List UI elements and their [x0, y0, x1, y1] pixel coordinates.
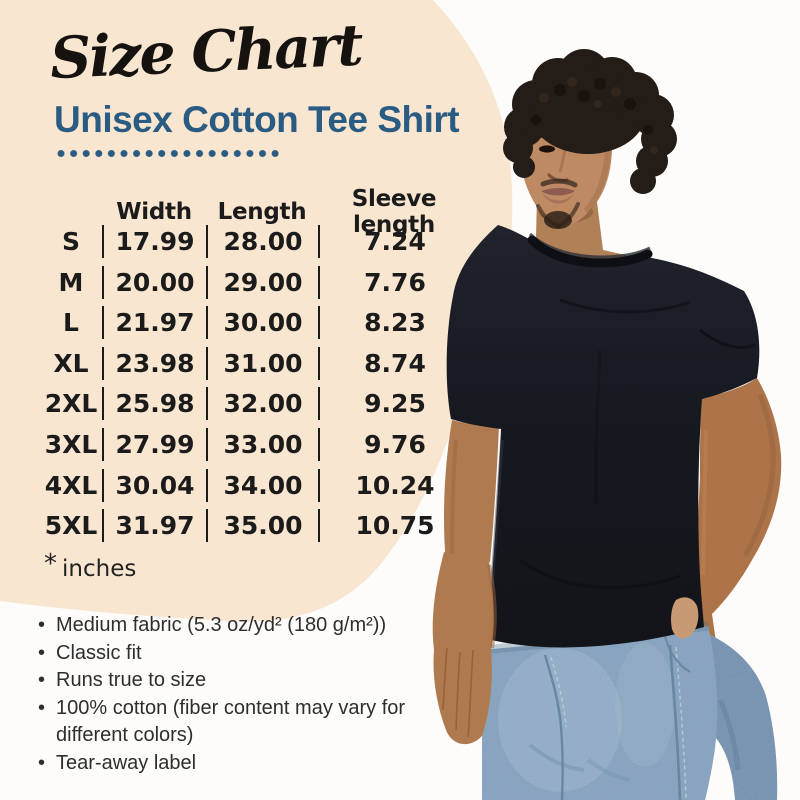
- sleeve-value: 10.75: [318, 509, 470, 543]
- width-value: 20.00: [102, 265, 206, 299]
- table-row: 3XL 27.99 33.00 9.76: [40, 427, 472, 461]
- sleeve-value: 9.76: [318, 427, 470, 461]
- sleeve-value: 10.24: [318, 468, 470, 502]
- list-item: • Tear-away label: [38, 750, 440, 778]
- length-value: 28.00: [206, 225, 318, 258]
- sleeve-value: 7.76: [318, 265, 470, 299]
- size-label: XL: [53, 348, 89, 378]
- sleeve-value: 8.74: [318, 346, 470, 380]
- feature-text: Medium fabric (5.3 oz/yd² (180 g/m²)): [56, 614, 387, 636]
- width-value: 21.97: [102, 306, 206, 340]
- table-row: XL 23.98 31.00 8.74: [40, 346, 472, 380]
- header-sleeve-length: Sleeve length: [351, 186, 437, 238]
- size-label: 3XL: [44, 429, 98, 459]
- length-value: 34.00: [206, 468, 318, 502]
- list-item: • Medium fabric (5.3 oz/yd² (180 g/m²)): [38, 612, 440, 640]
- length-value: 31.00: [206, 346, 318, 380]
- length-value: 35.00: [206, 509, 318, 543]
- length-value: 33.00: [206, 427, 318, 461]
- bullet-icon: •: [38, 614, 46, 636]
- size-label: S: [61, 227, 80, 256]
- asterisk: *: [44, 549, 57, 579]
- list-item: • Runs true to size: [38, 667, 440, 695]
- list-item: • Classic fit: [38, 640, 440, 668]
- width-value: 31.97: [102, 509, 206, 543]
- table-row: S 17.99 28.00 7.24: [40, 225, 472, 258]
- length-value: 32.00: [206, 387, 318, 421]
- feature-text: Tear-away label: [56, 751, 197, 774]
- size-label: 4XL: [44, 470, 98, 500]
- width-value: 17.99: [102, 225, 206, 258]
- table-row: 4XL 30.04 34.00 10.24: [40, 468, 472, 502]
- size-label: 5XL: [44, 511, 98, 541]
- table-row: 5XL 31.97 35.00 10.75: [40, 509, 472, 543]
- size-label: M: [58, 267, 84, 297]
- bullet-icon: •: [38, 641, 46, 664]
- table-row: M 20.00 29.00 7.76: [40, 265, 472, 299]
- width-value: 27.99: [102, 427, 206, 461]
- bullet-icon: •: [38, 751, 46, 774]
- sleeve-value: 7.24: [318, 225, 470, 258]
- units-note-text: inches: [62, 556, 137, 582]
- header-width: Width: [116, 199, 192, 225]
- width-value: 25.98: [102, 387, 206, 421]
- feature-text: Runs true to size: [56, 669, 207, 691]
- length-value: 29.00: [206, 265, 318, 299]
- sleeve-value: 8.23: [318, 306, 470, 340]
- length-value: 30.00: [206, 306, 318, 340]
- table-row: 2XL 25.98 32.00 9.25: [40, 387, 472, 421]
- size-label: L: [63, 308, 79, 338]
- units-note: * inches: [44, 549, 136, 582]
- list-item: • 100% cotton (fiber content may vary fo…: [38, 695, 440, 750]
- width-value: 30.04: [102, 468, 206, 502]
- header-length: Length: [217, 199, 307, 225]
- page-subtitle: Unisex Cotton Tee Shirt: [54, 99, 460, 140]
- model-right-arm: [690, 378, 782, 648]
- bullet-icon: •: [38, 669, 46, 691]
- sleeve-value: 9.25: [318, 387, 470, 421]
- feature-list: • Medium fabric (5.3 oz/yd² (180 g/m²)) …: [38, 612, 440, 777]
- bullet-icon: •: [38, 696, 46, 719]
- feature-text: Classic fit: [56, 641, 142, 664]
- model-left-hand: [432, 552, 497, 745]
- dotted-underline: [57, 149, 284, 158]
- width-value: 23.98: [102, 346, 206, 380]
- feature-text: 100% cotton (fiber content may vary for …: [56, 696, 406, 747]
- model-left-forearm: [444, 420, 499, 564]
- size-table-header: Width Length Sleeve length: [40, 186, 472, 238]
- model-hair: [503, 49, 677, 194]
- size-table: Width Length Sleeve length S 17.99 28.00…: [40, 186, 472, 550]
- model-jeans: [481, 621, 778, 800]
- model-right-thumb: [671, 597, 699, 639]
- table-row: L 21.97 30.00 8.23: [40, 306, 472, 340]
- size-label: 2XL: [44, 389, 98, 419]
